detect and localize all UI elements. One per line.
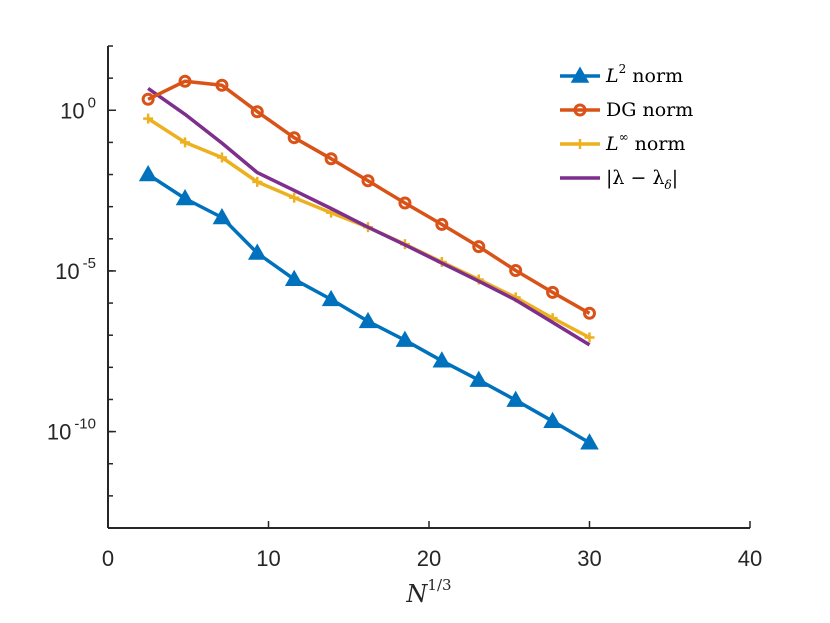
data-point: [509, 264, 523, 278]
legend-entry: |λ − λδ|: [560, 167, 678, 192]
data-point: [435, 217, 449, 231]
data-point: [506, 390, 525, 407]
data-point: [324, 152, 338, 166]
data-point: [143, 113, 154, 124]
y-tick-label-base: 10: [47, 420, 71, 445]
data-point: [398, 196, 412, 210]
data-point: [138, 165, 158, 182]
data-point: [543, 411, 562, 428]
x-axis-label-base: N: [405, 580, 428, 608]
legend-label: L∞ norm: [605, 130, 685, 155]
data-point: [583, 306, 596, 320]
legend-label-suffix: norm: [629, 133, 686, 155]
data-point: [284, 269, 304, 287]
data-point: [469, 370, 489, 387]
data-point: [175, 188, 195, 206]
data-point: [575, 139, 585, 149]
legend-label-base: L: [605, 65, 619, 87]
series--lambda-lambda-delta-: [147, 86, 591, 347]
series-line: [147, 79, 591, 315]
data-point: [250, 105, 264, 119]
y-tick-label: 10 0: [60, 94, 96, 123]
series-line: [147, 86, 591, 347]
data-point: [178, 74, 192, 88]
legend-label-base: |λ − λ: [606, 167, 664, 189]
legend-label-suffix: norm: [636, 99, 693, 121]
data-point: [215, 78, 229, 92]
data-point: [289, 192, 300, 203]
legend-label: L2 norm: [605, 62, 683, 87]
x-tick-label: 0: [102, 546, 114, 571]
legend-label-suffix: norm: [626, 65, 683, 87]
x-tick-label: 30: [577, 546, 601, 571]
data-point: [321, 289, 341, 307]
y-tick-label-exponent: 0: [88, 94, 96, 111]
data-point: [432, 351, 452, 368]
legend-entry: L2 norm: [560, 62, 683, 87]
data-point: [546, 285, 560, 299]
y-tick-label-exponent: -10: [74, 416, 96, 433]
y-tick-label-base: 10: [55, 259, 79, 284]
y-tick-label-base: 10: [60, 98, 84, 123]
series-l-2-norm: [138, 165, 599, 450]
legend-label: DG norm: [606, 99, 693, 121]
x-tick-label: 10: [256, 546, 280, 571]
data-point: [570, 66, 590, 83]
data-point: [358, 311, 378, 329]
data-point: [287, 131, 301, 145]
x-tick-label: 20: [417, 546, 441, 571]
legend-label-suffix: |: [672, 167, 678, 189]
data-point: [141, 92, 155, 106]
y-tick-label: 10 -10: [47, 416, 96, 445]
legend-label-base: DG: [606, 99, 636, 121]
legend-label-base: L: [605, 133, 619, 155]
data-point: [573, 103, 587, 117]
data-point: [212, 207, 232, 225]
series-line: [147, 173, 591, 445]
x-axis-label-exponent: 1/3: [427, 576, 451, 594]
data-point: [395, 330, 415, 347]
x-axis-label: N1/3: [405, 576, 451, 608]
y-tick-label: 10 -5: [55, 255, 96, 284]
legend-label: |λ − λδ|: [606, 167, 678, 192]
legend-label-subscript: δ: [664, 178, 671, 192]
series-dg-norm: [141, 74, 596, 320]
data-point: [180, 137, 191, 148]
legend-entry: DG norm: [560, 99, 693, 121]
data-point: [584, 332, 595, 343]
legend-label-exponent: 2: [619, 62, 627, 76]
data-point: [580, 433, 599, 450]
legend-entry: L∞ norm: [560, 130, 685, 155]
legend-label-exponent: ∞: [619, 130, 629, 144]
data-point: [472, 240, 486, 254]
data-point: [247, 243, 267, 260]
data-point: [216, 152, 227, 163]
x-tick-label: 40: [738, 546, 762, 571]
plot-series: [138, 74, 599, 450]
data-point: [252, 176, 263, 187]
y-tick-label-exponent: -5: [83, 255, 96, 272]
data-point: [361, 174, 375, 188]
